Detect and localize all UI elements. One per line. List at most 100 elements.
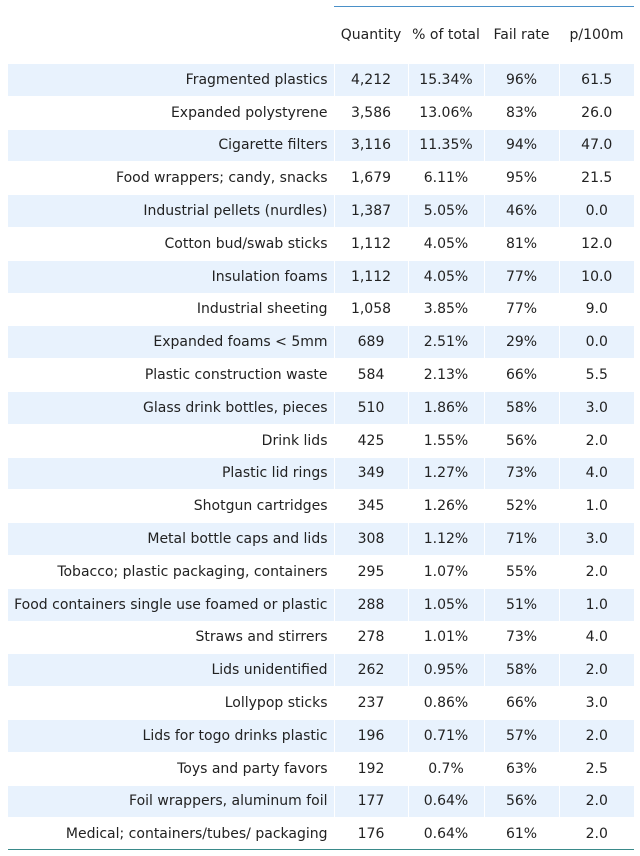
item-name-cell: Expanded foams < 5mm — [8, 325, 334, 359]
per-100m-header: p/100m — [559, 6, 634, 64]
per-100m-cell: 2.0 — [558, 423, 634, 458]
table-row: Food containers single use foamed or pla… — [8, 587, 634, 622]
table-row: Industrial pellets (nurdles) 1,387 5.05% 46… — [8, 194, 634, 228]
item-name-cell: Fragmented plastics — [8, 63, 334, 97]
table-row: Industrial sheeting 1,058 3.85% 77% 9.0 — [8, 292, 634, 326]
fail-rate-cell: 63% — [483, 751, 559, 786]
per-100m-cell: 47.0 — [558, 128, 634, 162]
percent-total-cell: 11.35% — [407, 128, 484, 162]
percent-total-cell: 1.26% — [407, 489, 484, 523]
quantity-cell: 196 — [333, 718, 408, 753]
fail-rate-cell: 58% — [483, 653, 559, 687]
per-100m-cell: 2.0 — [558, 653, 634, 687]
per-100m-cell: 4.0 — [558, 620, 634, 654]
table-row: Tobacco; plastic packaging, containers 29… — [8, 554, 634, 589]
fail-rate-cell: 66% — [483, 686, 559, 720]
table-row: Fragmented plastics 4,212 15.34% 96% 61.5 — [8, 63, 634, 97]
item-name-cell: Cotton bud/swab sticks — [8, 226, 334, 261]
table-row: Metal bottle caps and lids 308 1.12% 71% 3.0 — [8, 522, 634, 556]
fail-rate-cell: 52% — [483, 489, 559, 523]
percent-total-cell: 1.12% — [407, 522, 484, 556]
percent-total-cell: 0.64% — [407, 817, 484, 851]
percent-total-header: % of total — [408, 6, 484, 64]
per-100m-cell: 2.0 — [558, 784, 634, 818]
item-name-cell: Foil wrappers, aluminum foil — [8, 784, 334, 818]
item-name-cell: Straws and stirrers — [8, 620, 334, 654]
per-100m-cell: 2.0 — [558, 554, 634, 589]
item-name-cell: Toys and party favors — [8, 751, 334, 786]
percent-total-cell: 13.06% — [407, 95, 484, 130]
quantity-cell: 1,679 — [333, 161, 408, 195]
item-name-cell: Food containers single use foamed or pla… — [8, 587, 334, 622]
fail-rate-cell: 96% — [483, 63, 559, 97]
quantity-header: Quantity — [334, 6, 408, 64]
fail-rate-cell: 57% — [483, 718, 559, 753]
fail-rate-cell: 66% — [483, 358, 559, 392]
quantity-cell: 176 — [333, 817, 408, 851]
per-100m-cell: 61.5 — [558, 63, 634, 97]
quantity-cell: 1,058 — [333, 292, 408, 326]
per-100m-cell: 10.0 — [558, 259, 634, 294]
per-100m-cell: 3.0 — [558, 390, 634, 425]
item-name-cell: Food wrappers; candy, snacks — [8, 161, 334, 195]
quantity-cell: 1,387 — [333, 194, 408, 228]
header-row: Quantity% of total Fail rate p/100m — [8, 6, 634, 64]
fail-rate-cell: 55% — [483, 554, 559, 589]
table-row: Plastic lid rings 349 1.27% 73% 4.0 — [8, 456, 634, 490]
table-row: Medical; containers/tubes/ packaging 176 0… — [8, 817, 634, 851]
quantity-cell: 237 — [333, 686, 408, 720]
table-body: Fragmented plastics 4,212 15.34% 96% 61.5 Exp… — [8, 63, 634, 851]
quantity-cell: 288 — [333, 587, 408, 622]
quantity-cell: 1,112 — [333, 259, 408, 294]
fail-rate-cell: 46% — [483, 194, 559, 228]
per-100m-cell: 2.0 — [558, 718, 634, 753]
fail-rate-cell: 81% — [483, 226, 559, 261]
percent-total-cell: 0.7% — [407, 751, 484, 786]
quantity-cell: 3,116 — [333, 128, 408, 162]
fail-rate-cell: 94% — [483, 128, 559, 162]
table-row: Cotton bud/swab sticks 1,112 4.05% 81% 12.0 — [8, 226, 634, 261]
table-header: Quantity% of total Fail rate p/100m — [8, 6, 634, 64]
table-row: Expanded polystyrene 3,586 13.06% 83% 26.0 — [8, 95, 634, 130]
quantity-cell: 1,112 — [333, 226, 408, 261]
table-row: Glass drink bottles, pieces 510 1.86% 58% 3.… — [8, 390, 634, 425]
percent-total-cell: 1.55% — [407, 423, 484, 458]
percent-total-cell: 0.95% — [407, 653, 484, 687]
item-name-cell: Plastic lid rings — [8, 456, 334, 490]
quantity-cell: 349 — [333, 456, 408, 490]
quantity-cell: 177 — [333, 784, 408, 818]
table-row: Expanded foams < 5mm 689 2.51% 29% 0.0 — [8, 325, 634, 359]
table-row: Plastic construction waste 584 2.13% 66% 5.5 — [8, 358, 634, 392]
item-name-cell: Expanded polystyrene — [8, 95, 334, 130]
percent-total-cell: 0.86% — [407, 686, 484, 720]
fail-rate-cell: 56% — [483, 784, 559, 818]
per-100m-cell: 1.0 — [558, 587, 634, 622]
item-name-cell: Cigarette filters — [8, 128, 334, 162]
item-name-cell: Insulation foams — [8, 259, 334, 294]
percent-total-cell: 5.05% — [407, 194, 484, 228]
item-name-cell: Lids unidentified — [8, 653, 334, 687]
table-row: Foil wrappers, aluminum foil 177 0.64% 56% 2… — [8, 784, 634, 818]
fail-rate-cell: 29% — [483, 325, 559, 359]
quantity-cell: 3,586 — [333, 95, 408, 130]
fail-rate-cell: 77% — [483, 292, 559, 326]
fail-rate-cell: 83% — [483, 95, 559, 130]
percent-total-cell: 3.85% — [407, 292, 484, 326]
quantity-cell: 308 — [333, 522, 408, 556]
per-100m-cell: 3.0 — [558, 686, 634, 720]
percent-total-cell: 1.86% — [407, 390, 484, 425]
fail-rate-cell: 51% — [483, 587, 559, 622]
fail-rate-cell: 73% — [483, 456, 559, 490]
item-name-cell: Medical; containers/tubes/ packaging — [8, 817, 334, 851]
table-row: Lids unidentified 262 0.95% 58% 2.0 — [8, 653, 634, 687]
quantity-cell: 192 — [333, 751, 408, 786]
percent-total-cell: 0.71% — [407, 718, 484, 753]
percent-total-cell: 2.13% — [407, 358, 484, 392]
quantity-cell: 584 — [333, 358, 408, 392]
fail-rate-header: Fail rate — [484, 6, 559, 64]
fail-rate-cell: 56% — [483, 423, 559, 458]
per-100m-cell: 0.0 — [558, 194, 634, 228]
percent-total-cell: 4.05% — [407, 226, 484, 261]
percent-total-cell: 0.64% — [407, 784, 484, 818]
table-row: Toys and party favors 192 0.7% 63% 2.5 — [8, 751, 634, 786]
